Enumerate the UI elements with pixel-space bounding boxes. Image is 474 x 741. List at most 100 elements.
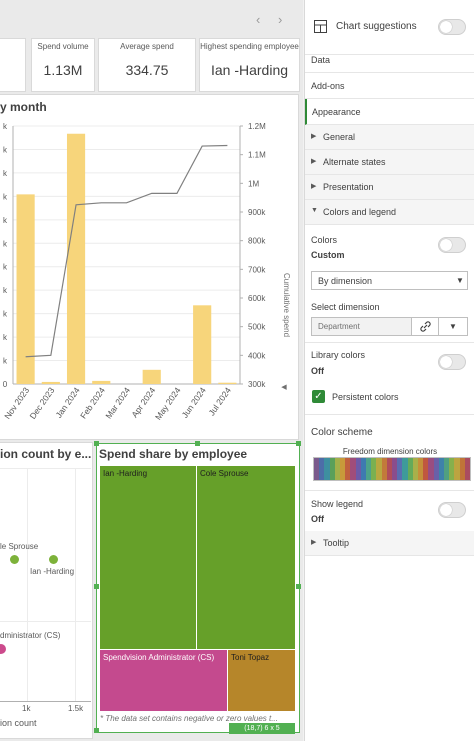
color-scheme-picker[interactable] [313,457,471,481]
x-tick-label: Dec 2023 [27,385,56,421]
y2-tick-label: 1.2M [248,122,266,131]
point-label: Ian -Harding [30,567,75,576]
color-swatch [340,458,346,480]
dropdown-value: By dimension [318,276,373,286]
kpi-partial[interactable] [0,38,26,92]
colors-value: Custom [311,250,345,260]
combo-chart[interactable]: k k k k k k k k k k k 0 1.2M 1.1M 1M 900k 800k 700k 600k 50… [0,95,298,439]
color-swatch [412,458,419,480]
data-point[interactable] [10,555,19,564]
color-swatch [360,458,367,480]
color-swatch [381,458,387,480]
tab-data[interactable]: Data [305,47,474,73]
bar[interactable] [66,133,86,384]
y-tick-label: k [3,333,8,342]
caret-right-icon: ▶ [311,183,317,190]
show-legend-toggle[interactable] [438,502,466,518]
color-mode-dropdown[interactable]: By dimension ▼ [311,271,468,290]
resize-handle[interactable] [195,441,200,446]
kpi-spend-volume[interactable]: Spend volume 1.13M [31,38,95,92]
kpi-label: Spend volume [37,42,89,51]
bar[interactable] [92,380,111,384]
color-swatch [334,458,341,480]
cumulative-line[interactable] [25,144,228,358]
resize-handle[interactable] [94,441,99,446]
next-arrow-icon[interactable]: › [278,12,283,27]
point-label: le Sprouse [0,542,39,551]
data-point[interactable] [49,555,58,564]
x-tick-label: Mar 2024 [103,385,132,420]
x-tick-label: 1.5k [68,704,84,713]
dimension-field[interactable]: Department [311,317,413,336]
bar[interactable] [142,369,161,384]
data-point[interactable] [0,644,6,654]
section-presentation[interactable]: ▶ Presentation [305,175,474,200]
grid-line [0,468,91,469]
treemap-tile[interactable]: Toni Topaz [228,650,295,711]
scroll-arrow-icon: ◀ [281,384,287,391]
section-tooltip[interactable]: ▶ Tooltip [305,531,474,556]
grid-line [75,468,76,701]
y-tick-label: k [3,286,8,295]
chart-suggestions-toggle[interactable] [438,19,466,35]
resize-handle[interactable] [296,584,301,589]
color-swatch [418,458,424,480]
y-tick-label: k [3,310,8,319]
bar[interactable] [218,382,237,384]
color-scheme-label: Color scheme [311,427,373,438]
chart-suggestions-row: Chart suggestions [305,0,474,55]
resize-handle[interactable] [296,441,301,446]
color-swatch [386,458,393,480]
color-swatch [454,458,460,480]
color-swatch [449,458,455,480]
tab-label: Appearance [312,107,361,117]
section-colors-legend[interactable]: ▼ Colors and legend [305,200,474,225]
treemap-tile[interactable]: Cole Sprouse [197,466,295,649]
scatter-plot-area[interactable]: le Sprouse Ian -Harding dministrator (CS… [0,468,91,730]
show-legend-label: Show legend [311,499,364,509]
bar[interactable] [16,194,35,384]
bar[interactable] [193,305,212,384]
x-tick-label: May 2024 [153,385,183,422]
colors-toggle[interactable] [438,237,466,253]
tab-addons[interactable]: Add-ons [305,73,474,99]
divider [305,414,474,415]
combo-chart-panel[interactable]: y month k k k k k k k k k k k 0 1.2M 1.1M 1M 900k 800k 70… [0,94,299,440]
tab-appearance[interactable]: Appearance [305,99,474,125]
section-label: General [323,132,356,142]
kpi-highest-spending-employee[interactable]: Highest spending employee Ian -Harding [199,38,300,92]
position-badge: (18,7) 6 x 5 [229,723,295,734]
y2-tick-label: 300k [248,380,266,389]
point-label: dministrator (CS) [0,631,61,640]
kpi-average-spend[interactable]: Average spend 334.75 [98,38,196,92]
tab-label: Add-ons [311,81,345,91]
persistent-colors-checkbox[interactable]: ✓ [312,390,325,403]
link-button[interactable] [411,317,440,336]
chart-title: Spend share by employee [99,447,248,461]
y2-tick-label: 1M [248,179,259,188]
kpi-value: 334.75 [125,62,169,78]
y2-tick-label: 700k [248,265,266,274]
divider [305,342,474,343]
bar[interactable] [41,381,60,384]
y2-tick-label: 600k [248,294,266,303]
library-colors-toggle[interactable] [438,354,466,370]
colors-label: Colors [311,235,338,245]
section-general[interactable]: ▶ General [305,125,474,150]
treemap-tile[interactable]: Ian -Harding [100,466,197,649]
resize-handle[interactable] [94,728,99,733]
y-tick-label: k [3,239,8,248]
color-swatch [433,458,439,480]
resize-handle[interactable] [94,584,99,589]
persistent-colors-label: Persistent colors [332,392,399,402]
y-tick-label: k [3,169,8,178]
treemap-tile[interactable]: Spendvision Administrator (CS) [100,650,228,711]
scatter-chart-panel[interactable]: ion count by e... le Sprouse Ian -Hardin… [0,442,93,739]
dimension-dropdown-button[interactable]: ▼ [438,317,468,336]
caret-down-icon: ▼ [311,207,318,214]
previous-arrow-icon[interactable]: ‹ [256,12,261,27]
section-alternate-states[interactable]: ▶ Alternate states [305,150,474,175]
treemap-panel[interactable]: Spend share by employee Ian -Harding Col… [94,441,301,734]
kpi-value: Ian -Harding [210,62,289,78]
y-tick-label: k [3,192,8,201]
